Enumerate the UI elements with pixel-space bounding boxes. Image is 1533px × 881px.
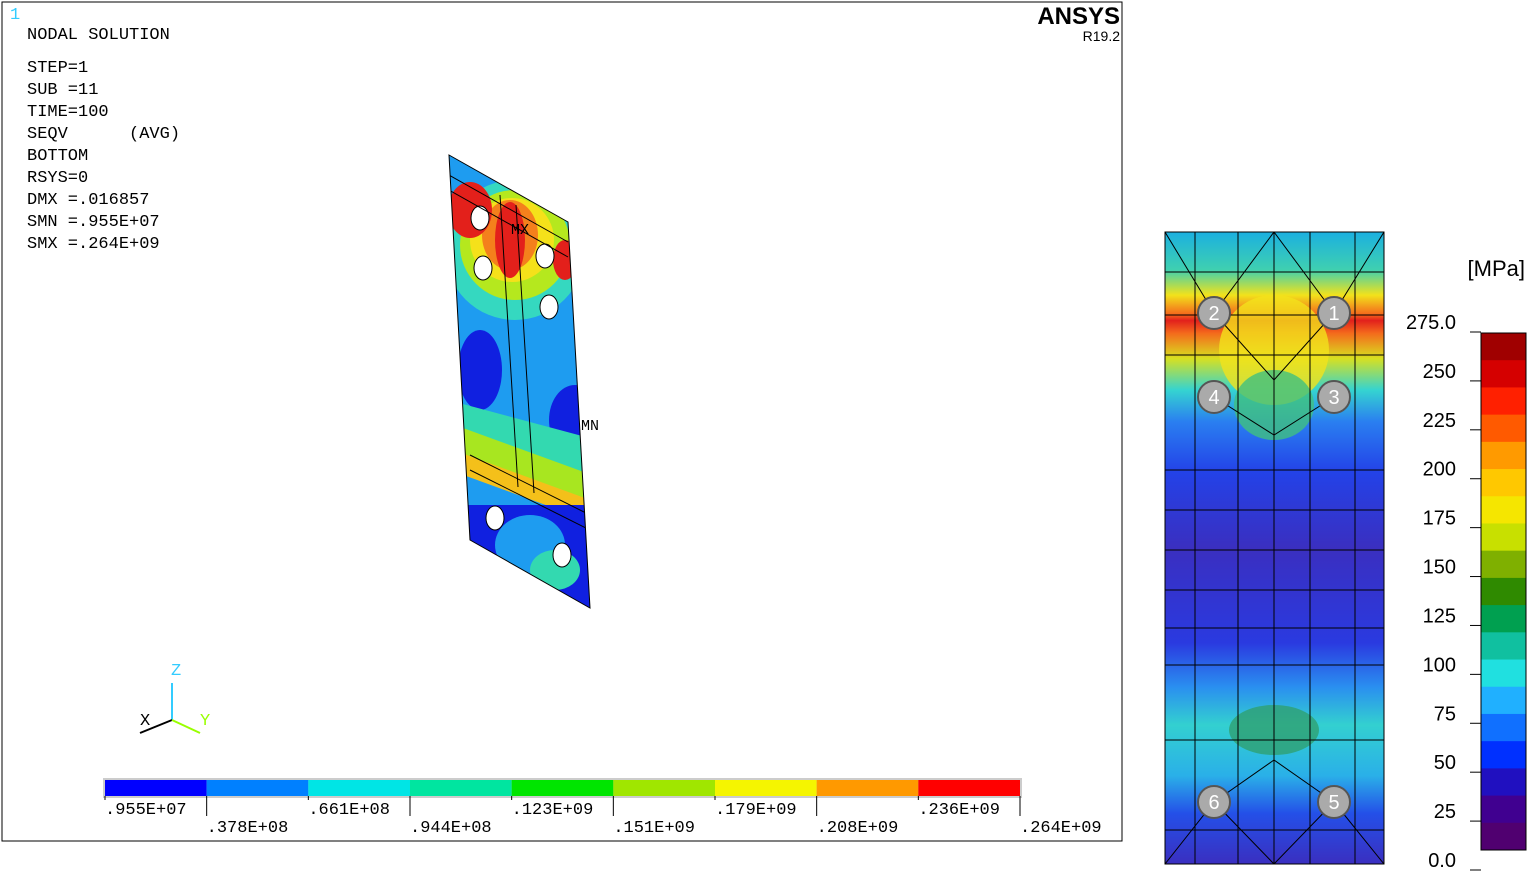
scale-label: 125 (1423, 605, 1456, 627)
node-label: 5 (1328, 792, 1339, 814)
info-line: SMX =.264E+09 (27, 235, 160, 254)
node-label: 1 (1328, 303, 1339, 325)
info-line: TIME=100 (27, 103, 109, 122)
scale-band (1481, 713, 1526, 742)
window-number: 1 (10, 6, 20, 25)
node-circle (1317, 380, 1351, 414)
unit: [MPa] (1468, 256, 1525, 281)
version: R19.2 (1083, 28, 1121, 44)
node-label: 2 (1208, 303, 1219, 325)
contour-plot (1165, 232, 1384, 864)
legend-label: .208E+09 (817, 819, 899, 838)
scale-band (1481, 686, 1526, 715)
min-marker: MN (581, 418, 599, 435)
legend-swatch (308, 780, 410, 796)
scale-band (1481, 741, 1526, 769)
contour-frame (1164, 231, 1385, 865)
node-circle (1197, 296, 1231, 330)
scale-frame (1480, 332, 1527, 851)
legend-label: .151E+09 (613, 819, 695, 838)
scale-band (1481, 577, 1526, 606)
axis-y: Y (200, 712, 210, 731)
scale-band (1481, 768, 1526, 797)
node-label: 3 (1328, 387, 1339, 409)
legend-swatch (816, 780, 919, 796)
scale-label: 275.0 (1406, 312, 1456, 334)
legend-label: .661E+08 (308, 801, 390, 820)
scale-band (1481, 632, 1526, 661)
node-circle (1197, 785, 1231, 819)
legend-label: .264E+09 (1020, 819, 1102, 838)
legend-swatch (715, 780, 817, 796)
brand: ANSYS (1037, 3, 1120, 30)
info-title: NODAL SOLUTION (27, 26, 170, 45)
legend-label: .179E+09 (715, 801, 797, 820)
axis-z: Z (171, 662, 181, 681)
scale-label: 150 (1423, 557, 1456, 579)
scale-band (1481, 550, 1526, 579)
scale-band (1481, 414, 1526, 443)
scale-band (1481, 469, 1526, 497)
info-line: DMX =.016857 (27, 191, 149, 210)
info-line: SUB =11 (27, 81, 98, 100)
scale-label: 250 (1423, 361, 1456, 383)
legend-swatch (206, 780, 309, 796)
node-label: 6 (1208, 792, 1219, 814)
scale-band (1481, 360, 1526, 388)
legend-label: .378E+08 (207, 819, 289, 838)
scale-band (1481, 523, 1526, 552)
scale-band (1481, 496, 1526, 524)
scale-label: 175 (1423, 508, 1456, 530)
axis-x: X (140, 712, 150, 731)
scale-label: 25 (1434, 801, 1456, 823)
max-marker: MX (511, 222, 529, 239)
info-line: SEQV (AVG) (27, 125, 180, 144)
scale-band (1481, 795, 1526, 824)
legend-swatch (105, 780, 207, 796)
scale-label: 200 (1423, 459, 1456, 481)
scale-label: 225 (1423, 410, 1456, 432)
plate-outline (448, 154, 591, 609)
scale-band (1481, 822, 1526, 851)
legend-label: .944E+08 (410, 819, 492, 838)
node-circle (1317, 785, 1351, 819)
legend-swatch (511, 780, 614, 796)
node-label: 4 (1208, 387, 1219, 409)
info-line: RSYS=0 (27, 169, 88, 188)
scale-band (1481, 441, 1526, 470)
scale-band (1481, 387, 1526, 416)
legend-label: .123E+09 (512, 801, 594, 820)
scale-band (1481, 605, 1526, 633)
info-line: STEP=1 (27, 59, 88, 78)
legend-swatch (918, 780, 1020, 796)
legend-label: .236E+09 (918, 801, 1000, 820)
legend: .955E+07 .378E+08 .661E+08 .944E+08 .123E+09… (103, 778, 1102, 838)
scale-label: 75 (1434, 703, 1456, 725)
scale-label: 100 (1423, 654, 1456, 676)
scale-band (1481, 333, 1526, 361)
scale-label: 0.0 (1428, 850, 1456, 872)
triad: Z X Y (139, 662, 210, 734)
info-line: BOTTOM (27, 147, 88, 166)
scale-band (1481, 659, 1526, 688)
scale-label: 50 (1434, 752, 1456, 774)
info-line: SMN =.955E+07 (27, 213, 160, 232)
legend-label: .955E+07 (105, 801, 187, 820)
node-circle (1317, 296, 1351, 330)
info-block: STEP=1 SUB =11 TIME=100 SEQV (AVG) BOTTOM RSY… (27, 59, 180, 254)
legend-swatch (613, 780, 715, 796)
node-circle (1197, 380, 1231, 414)
nodes: 1 2 3 4 5 6 (1197, 296, 1351, 819)
legend-swatch (410, 780, 512, 796)
color-scale: 275.0 250 225 200 175 150 125 100 75 50 25 0.0 (1406, 312, 1527, 872)
